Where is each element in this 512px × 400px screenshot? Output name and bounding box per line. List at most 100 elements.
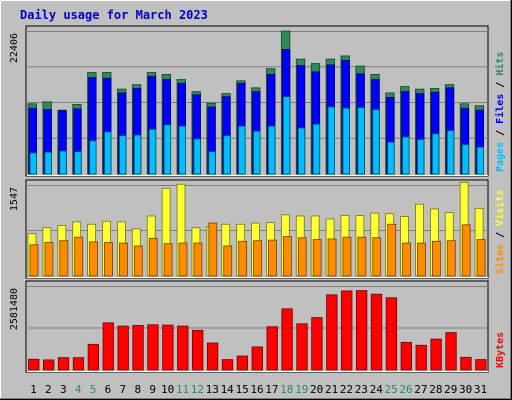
xtick-label: 15 (235, 383, 248, 396)
sites-bar (193, 242, 203, 277)
pages-bar (402, 136, 410, 175)
xtick-label: 4 (75, 383, 82, 396)
pages-bar (223, 135, 231, 175)
kbytes-bar (87, 343, 100, 371)
kbytes-bar (460, 356, 472, 371)
pages-bar (178, 125, 186, 175)
sites-bar (372, 237, 382, 277)
pages-bar (163, 124, 172, 175)
kbytes-bar (147, 324, 159, 371)
xtick-label: 21 (325, 383, 338, 396)
xtick-label: 5 (90, 383, 97, 396)
kbytes-bar (192, 329, 204, 371)
pages-bar (119, 135, 127, 175)
sites-bar (253, 240, 262, 277)
pages-bar (59, 150, 67, 175)
pages-bar (208, 151, 216, 175)
sites-bar (104, 242, 113, 277)
xtick-label: 23 (355, 383, 368, 396)
sites-bar (476, 239, 486, 277)
kbytes-bar (311, 317, 323, 371)
kbytes-bar (281, 308, 293, 371)
xtick-label: 12 (191, 383, 204, 396)
pages-bar (327, 106, 335, 175)
sites-bar (148, 237, 158, 277)
sites-bar (178, 242, 188, 277)
kbytes-bar (162, 324, 174, 371)
kbytes-bar (132, 325, 144, 371)
panel-hits-files-pages: 22406 (9, 25, 489, 177)
ytick-label: 22406 (9, 33, 20, 63)
pages-bar (148, 128, 157, 175)
sites-bar (44, 242, 54, 277)
chart-title: Daily usage for March 2023 (20, 8, 208, 22)
kbytes-bar (43, 359, 55, 371)
sites-bar (59, 240, 69, 277)
xtick-label: 19 (295, 383, 308, 396)
pages-bar (44, 151, 52, 175)
xtick-label: 9 (149, 383, 156, 396)
series-label-separator: / (495, 124, 506, 142)
pages-bar (29, 152, 37, 175)
xtick-label: 16 (250, 383, 263, 396)
kbytes-bar (102, 322, 114, 371)
xtick-label: 27 (414, 383, 427, 396)
kbytes-bar (117, 325, 129, 371)
sites-bar (417, 242, 426, 277)
xtick-label: 13 (206, 383, 219, 396)
kbytes-bar (296, 323, 308, 371)
sites-bar (268, 239, 277, 277)
ytick-label: 1547 (9, 187, 20, 211)
kbytes-bar (28, 358, 40, 371)
pages-bar (297, 127, 306, 175)
pages-bar (74, 151, 82, 175)
sites-bar (74, 236, 84, 277)
kbytes-bar (236, 355, 249, 371)
pages-bar (253, 130, 261, 175)
xtick-label: 22 (340, 383, 353, 396)
kbytes-bar (475, 359, 487, 371)
xtick-label: 1 (30, 383, 37, 396)
xtick-label: 29 (444, 383, 457, 396)
series-label-kbytes: KBytes (495, 332, 506, 368)
sites-bar (29, 244, 39, 277)
xtick-label: 20 (310, 383, 323, 396)
xtick-label: 11 (176, 383, 189, 396)
sites-bar (402, 242, 411, 277)
sites-bar (297, 237, 307, 277)
pages-bar (476, 146, 484, 175)
series-label-0: Pages / Files / Hits (494, 52, 506, 172)
xtick-label: 3 (60, 383, 67, 396)
series-label-sites: Sites (494, 244, 506, 274)
series-label-pages: Pages (495, 142, 506, 172)
pages-bar (417, 139, 425, 175)
kbytes-bar (72, 357, 85, 371)
pages-bar (104, 131, 112, 175)
sites-bar (431, 240, 441, 277)
xtick-label: 30 (459, 383, 472, 396)
kbytes-bar (326, 294, 338, 371)
kbytes-bar (206, 342, 219, 371)
pages-bar (238, 125, 246, 175)
panel-visits-sites: 1547 (9, 179, 489, 279)
sites-bar (282, 236, 292, 277)
pages-bar (446, 130, 455, 175)
panel-kbytes: 2581480 (9, 280, 489, 373)
xtick-label: 10 (161, 383, 174, 396)
series-label-files: Files (494, 94, 506, 124)
sites-bar (342, 236, 352, 277)
series-label-separator: / (495, 226, 506, 244)
sites-bar (387, 223, 397, 277)
xtick-label: 14 (221, 383, 235, 396)
xtick-label: 25 (385, 383, 398, 396)
pages-bar (312, 123, 321, 175)
pages-bar (268, 125, 276, 175)
sites-bar (89, 241, 99, 277)
kbytes-bar (57, 357, 70, 371)
sites-bar (163, 243, 173, 277)
pages-bar (357, 107, 365, 175)
sites-bar (223, 245, 233, 277)
xtick-label: 6 (105, 383, 112, 396)
kbytes-bar (400, 341, 412, 371)
